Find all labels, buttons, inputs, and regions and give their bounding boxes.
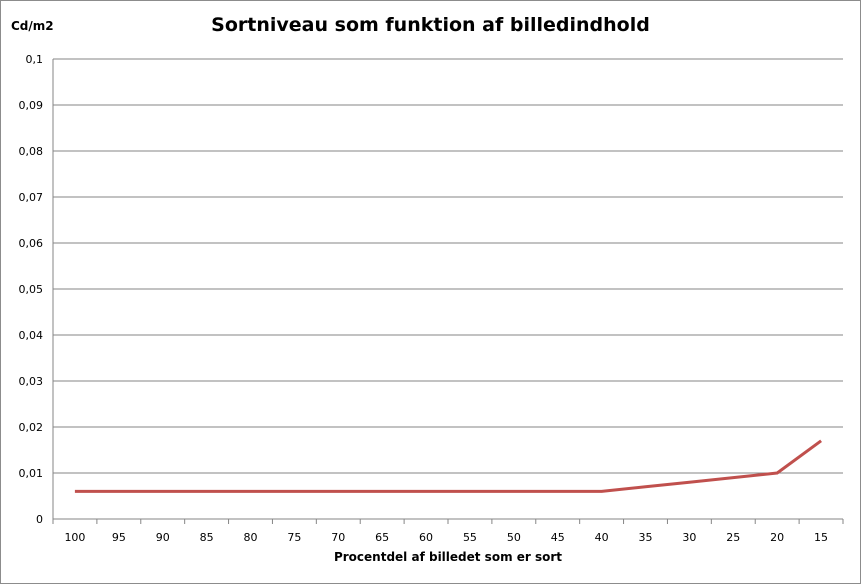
y-tick-label: 0,04 <box>19 329 44 342</box>
x-tick-label: 55 <box>463 531 477 544</box>
x-tick-label: 95 <box>112 531 126 544</box>
x-tick-label: 25 <box>726 531 740 544</box>
x-tick-label: 15 <box>814 531 828 544</box>
y-tick-label: 0,02 <box>19 421 44 434</box>
x-tick-label: 65 <box>375 531 389 544</box>
y-tick-label: 0,09 <box>19 99 44 112</box>
y-tick-label: 0,01 <box>19 467 44 480</box>
x-tick-label: 20 <box>770 531 784 544</box>
y-tick-label: 0,08 <box>19 145 44 158</box>
x-tick-label: 80 <box>244 531 258 544</box>
series-line <box>74 439 822 493</box>
x-axis-label: Procentdel af billedet som er sort <box>333 550 563 564</box>
y-axis-label: Cd/m2 <box>11 19 54 33</box>
x-tick-label: 85 <box>200 531 214 544</box>
chart-title: Sortniveau som funktion af billedindhold <box>211 14 650 36</box>
y-tick-label: 0,05 <box>19 283 44 296</box>
x-tick-label: 70 <box>331 531 345 544</box>
y-tick-label: 0,07 <box>19 191 44 204</box>
x-tick-label: 90 <box>156 531 170 544</box>
y-tick-label: 0,06 <box>19 237 44 250</box>
x-tick-label: 45 <box>551 531 565 544</box>
x-tick-label: 35 <box>639 531 653 544</box>
x-tick-label: 30 <box>682 531 696 544</box>
x-tick-label: 40 <box>595 531 609 544</box>
x-tick-label: 100 <box>64 531 85 544</box>
x-tick-label: 50 <box>507 531 521 544</box>
y-tick-label: 0,1 <box>26 53 44 66</box>
y-tick-label: 0,03 <box>19 375 44 388</box>
y-tick-label: 0 <box>36 513 43 526</box>
x-tick-label: 60 <box>419 531 433 544</box>
x-tick-label: 75 <box>287 531 301 544</box>
